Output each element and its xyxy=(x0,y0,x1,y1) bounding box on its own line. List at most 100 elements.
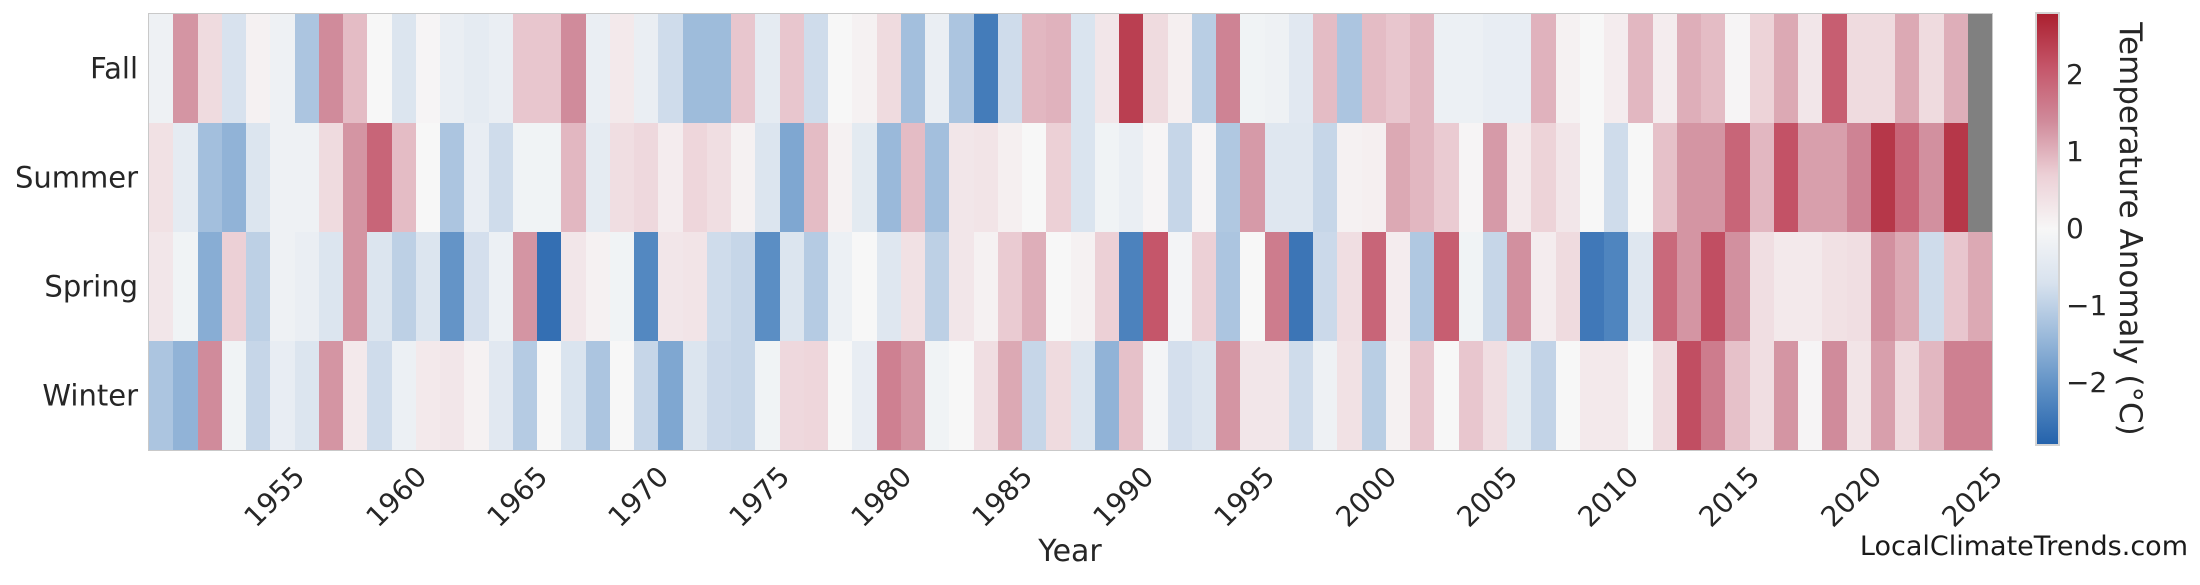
heatmap-cell xyxy=(706,14,731,123)
heatmap-cell xyxy=(1846,341,1871,450)
heatmap-cell xyxy=(1143,341,1168,450)
heatmap-cell xyxy=(221,341,246,450)
heatmap-cell xyxy=(294,14,319,123)
row-label-spring: Spring xyxy=(44,269,138,303)
heatmap-cell xyxy=(343,14,368,123)
heatmap-cell xyxy=(343,232,368,341)
heatmap-cell xyxy=(1531,341,1556,450)
heatmap-cell xyxy=(1119,232,1144,341)
heatmap-cell xyxy=(1410,341,1435,450)
heatmap-cell xyxy=(949,341,974,450)
heatmap-cell xyxy=(415,14,440,123)
heatmap-cell xyxy=(1628,14,1653,123)
heatmap-cell xyxy=(367,123,392,232)
heatmap-cell xyxy=(1434,232,1459,341)
heatmap-cell xyxy=(997,341,1022,450)
heatmap-cell xyxy=(1361,14,1386,123)
heatmap-cell xyxy=(609,14,634,123)
heatmap-cell xyxy=(1361,341,1386,450)
heatmap-cell xyxy=(367,14,392,123)
heatmap-cell xyxy=(1555,232,1580,341)
heatmap-cell xyxy=(876,232,901,341)
heatmap-cell xyxy=(1361,123,1386,232)
row-label-fall: Fall xyxy=(90,51,138,85)
heatmap-cell xyxy=(440,232,465,341)
heatmap-cell xyxy=(1798,232,1823,341)
heatmap-cell xyxy=(1943,123,1968,232)
heatmap-cell xyxy=(1458,341,1483,450)
heatmap-cell xyxy=(221,14,246,123)
heatmap-cell xyxy=(755,123,780,232)
heatmap-cell xyxy=(828,123,853,232)
heatmap-cell xyxy=(779,123,804,232)
heatmap-cell xyxy=(1725,14,1750,123)
heatmap-cell xyxy=(1822,123,1847,232)
heatmap-cell xyxy=(852,123,877,232)
heatmap-cell xyxy=(1870,14,1895,123)
heatmap-cell xyxy=(1943,341,1968,450)
heatmap-cell xyxy=(440,14,465,123)
heatmap-cell xyxy=(270,14,295,123)
heatmap-cell xyxy=(1167,14,1192,123)
heatmap-cell xyxy=(634,341,659,450)
heatmap-cell xyxy=(197,123,222,232)
heatmap-cell xyxy=(488,123,513,232)
heatmap-cell xyxy=(1191,123,1216,232)
heatmap-cell xyxy=(294,232,319,341)
heatmap-cell xyxy=(779,232,804,341)
x-tick-label-2010: 2010 xyxy=(1571,459,1646,534)
heatmap-cell xyxy=(1725,232,1750,341)
heatmap-cell xyxy=(1967,232,1992,341)
heatmap-cell xyxy=(1773,232,1798,341)
heatmap-cell xyxy=(367,341,392,450)
heatmap-cell xyxy=(1676,232,1701,341)
heatmap-cell xyxy=(270,232,295,341)
heatmap-cell xyxy=(1410,232,1435,341)
heatmap-cell xyxy=(1870,232,1895,341)
heatmap-cell xyxy=(1579,341,1604,450)
watermark-text: LocalClimateTrends.com xyxy=(1859,531,2188,562)
heatmap-cell xyxy=(1555,341,1580,450)
heatmap-cell xyxy=(1046,341,1071,450)
heatmap-cell xyxy=(561,232,586,341)
heatmap-cell xyxy=(1240,341,1265,450)
heatmap-cell xyxy=(391,14,416,123)
heatmap-cell xyxy=(585,341,610,450)
heatmap-cell xyxy=(1652,341,1677,450)
heatmap-cell xyxy=(318,123,343,232)
heatmap-cell xyxy=(1264,341,1289,450)
heatmap-cell xyxy=(973,341,998,450)
heatmap-cell xyxy=(1604,341,1629,450)
heatmap-cell xyxy=(1143,14,1168,123)
heatmap-cell xyxy=(1337,123,1362,232)
heatmap-cell xyxy=(1676,14,1701,123)
heatmap-cell xyxy=(925,232,950,341)
heatmap-cell xyxy=(1798,123,1823,232)
heatmap-cell xyxy=(1822,14,1847,123)
heatmap-cell xyxy=(1264,123,1289,232)
heatmap-cell xyxy=(1094,123,1119,232)
heatmap-cell xyxy=(1288,14,1313,123)
x-tick-label-1985: 1985 xyxy=(965,459,1040,534)
row-label-winter: Winter xyxy=(42,378,138,412)
heatmap-cell xyxy=(1725,123,1750,232)
heatmap-cell xyxy=(1895,341,1920,450)
heatmap-cell xyxy=(512,232,537,341)
heatmap-cell xyxy=(682,341,707,450)
heatmap-cell xyxy=(464,232,489,341)
heatmap-cell xyxy=(1579,14,1604,123)
x-tick-label-2000: 2000 xyxy=(1329,459,1403,534)
heatmap-cell xyxy=(318,341,343,450)
heatmap-cell xyxy=(585,232,610,341)
heatmap-cell xyxy=(561,14,586,123)
heatmap-cell xyxy=(1119,123,1144,232)
heatmap-cell xyxy=(658,14,683,123)
heatmap-cell xyxy=(537,14,562,123)
heatmap-cell xyxy=(221,123,246,232)
heatmap-cell xyxy=(1652,14,1677,123)
heatmap-cell xyxy=(1313,341,1338,450)
heatmap-cell xyxy=(415,123,440,232)
colorbar xyxy=(2035,12,2060,446)
heatmap-cell xyxy=(318,14,343,123)
